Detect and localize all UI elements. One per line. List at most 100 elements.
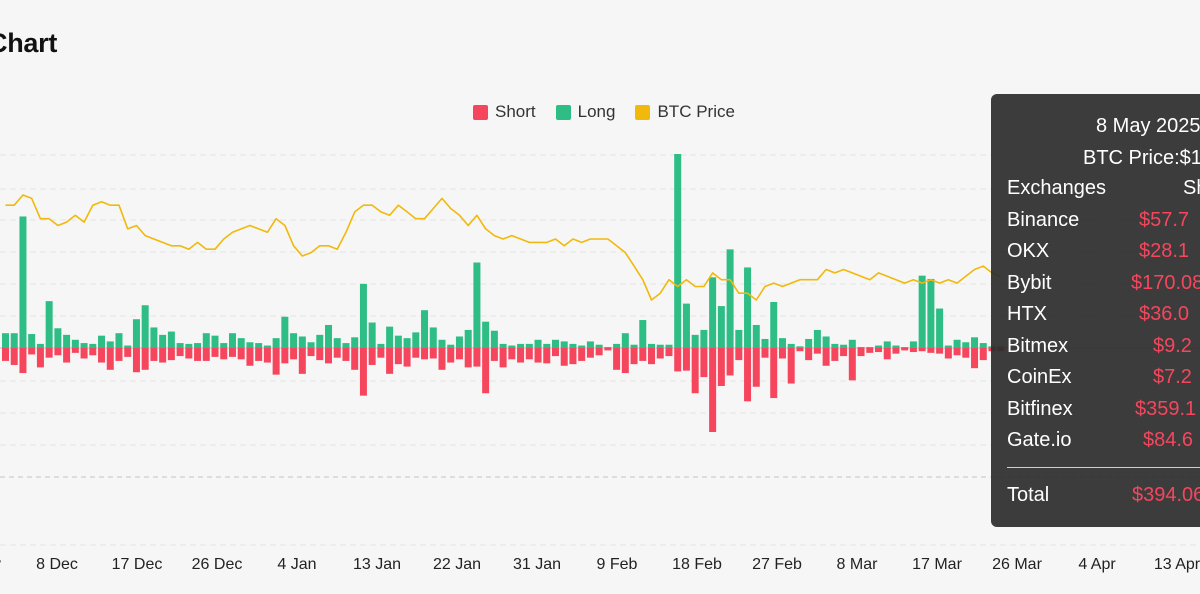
long-bar[interactable] [342, 343, 350, 348]
short-bar[interactable] [525, 348, 533, 360]
long-bar[interactable] [621, 333, 629, 348]
short-bar[interactable] [962, 348, 970, 358]
long-bar[interactable] [2, 333, 9, 348]
short-bar[interactable] [517, 348, 525, 363]
long-bar[interactable] [796, 346, 804, 348]
short-bar[interactable] [307, 348, 315, 357]
short-bar[interactable] [648, 348, 656, 365]
short-bar[interactable] [124, 348, 132, 357]
long-bar[interactable] [787, 343, 795, 348]
long-bar[interactable] [866, 347, 874, 348]
short-bar[interactable] [429, 348, 437, 359]
long-bar[interactable] [490, 330, 498, 348]
short-bar[interactable] [342, 348, 350, 361]
short-bar[interactable] [211, 348, 219, 357]
short-bar[interactable] [534, 348, 542, 363]
long-bar[interactable] [560, 341, 568, 348]
long-bar[interactable] [447, 344, 455, 348]
long-bar[interactable] [316, 334, 324, 348]
long-bar[interactable] [517, 343, 525, 348]
short-bar[interactable] [752, 348, 760, 387]
long-bar[interactable] [228, 333, 236, 348]
long-bar[interactable] [822, 336, 830, 348]
long-bar[interactable] [325, 324, 333, 348]
long-bar[interactable] [639, 320, 647, 348]
short-bar[interactable] [403, 348, 411, 367]
short-bar[interactable] [28, 348, 36, 355]
short-bar[interactable] [691, 348, 699, 394]
long-bar[interactable] [429, 327, 437, 348]
long-bar[interactable] [386, 326, 394, 348]
long-bar[interactable] [508, 345, 516, 348]
legend-item-btc-price[interactable]: BTC Price [635, 102, 735, 122]
long-bar[interactable] [220, 343, 228, 348]
short-bar[interactable] [944, 348, 952, 359]
short-bar[interactable] [167, 348, 175, 361]
long-bar[interactable] [656, 344, 664, 348]
long-bar[interactable] [735, 329, 743, 348]
long-bar[interactable] [691, 334, 699, 348]
long-bar[interactable] [185, 343, 193, 348]
short-bar[interactable] [272, 348, 280, 375]
long-bar[interactable] [551, 339, 559, 348]
long-bar[interactable] [167, 331, 175, 348]
long-bar[interactable] [464, 329, 472, 348]
short-bar[interactable] [185, 348, 193, 359]
short-bar[interactable] [709, 348, 717, 432]
short-bar[interactable] [246, 348, 254, 366]
short-bar[interactable] [770, 348, 778, 399]
short-bar[interactable] [639, 348, 647, 361]
long-bar[interactable] [761, 338, 769, 348]
long-bar[interactable] [255, 343, 263, 348]
long-bar[interactable] [709, 277, 717, 348]
short-bar[interactable] [551, 348, 559, 357]
legend-item-short[interactable]: Short [473, 102, 536, 122]
short-bar[interactable] [2, 348, 9, 361]
short-bar[interactable] [482, 348, 490, 394]
short-bar[interactable] [325, 348, 333, 364]
long-bar[interactable] [813, 329, 821, 348]
short-bar[interactable] [761, 348, 769, 358]
short-bar[interactable] [578, 348, 586, 361]
short-bar[interactable] [159, 348, 167, 363]
long-bar[interactable] [359, 283, 367, 348]
short-bar[interactable] [281, 348, 289, 364]
short-bar[interactable] [621, 348, 629, 374]
long-bar[interactable] [63, 334, 71, 348]
long-bar[interactable] [578, 345, 586, 348]
short-bar[interactable] [176, 348, 184, 357]
long-bar[interactable] [473, 262, 481, 348]
long-bar[interactable] [115, 333, 123, 348]
short-bar[interactable] [290, 348, 298, 360]
long-bar[interactable] [263, 345, 271, 348]
long-bar[interactable] [368, 322, 376, 348]
short-bar[interactable] [979, 348, 987, 361]
short-bar[interactable] [805, 348, 813, 361]
long-bar[interactable] [979, 343, 987, 348]
short-bar[interactable] [106, 348, 114, 370]
short-bar[interactable] [150, 348, 158, 361]
long-bar[interactable] [45, 301, 53, 348]
short-bar[interactable] [778, 348, 786, 359]
short-bar[interactable] [674, 348, 682, 372]
long-bar[interactable] [840, 344, 848, 348]
long-bar[interactable] [665, 344, 673, 348]
long-bar[interactable] [10, 333, 18, 348]
long-bar[interactable] [455, 336, 463, 348]
short-bar[interactable] [569, 348, 577, 365]
short-bar[interactable] [132, 348, 140, 373]
short-bar[interactable] [717, 348, 725, 386]
short-bar[interactable] [604, 348, 612, 351]
long-bar[interactable] [831, 343, 839, 348]
short-bar[interactable] [499, 348, 507, 368]
long-bar[interactable] [848, 339, 856, 348]
long-bar[interactable] [604, 347, 612, 348]
short-bar[interactable] [421, 348, 429, 360]
long-bar[interactable] [246, 342, 254, 348]
long-bar[interactable] [857, 347, 865, 348]
long-bar[interactable] [805, 338, 813, 348]
long-bar[interactable] [962, 342, 970, 348]
short-bar[interactable] [630, 348, 638, 365]
long-bar[interactable] [944, 345, 952, 348]
long-bar[interactable] [717, 306, 725, 348]
